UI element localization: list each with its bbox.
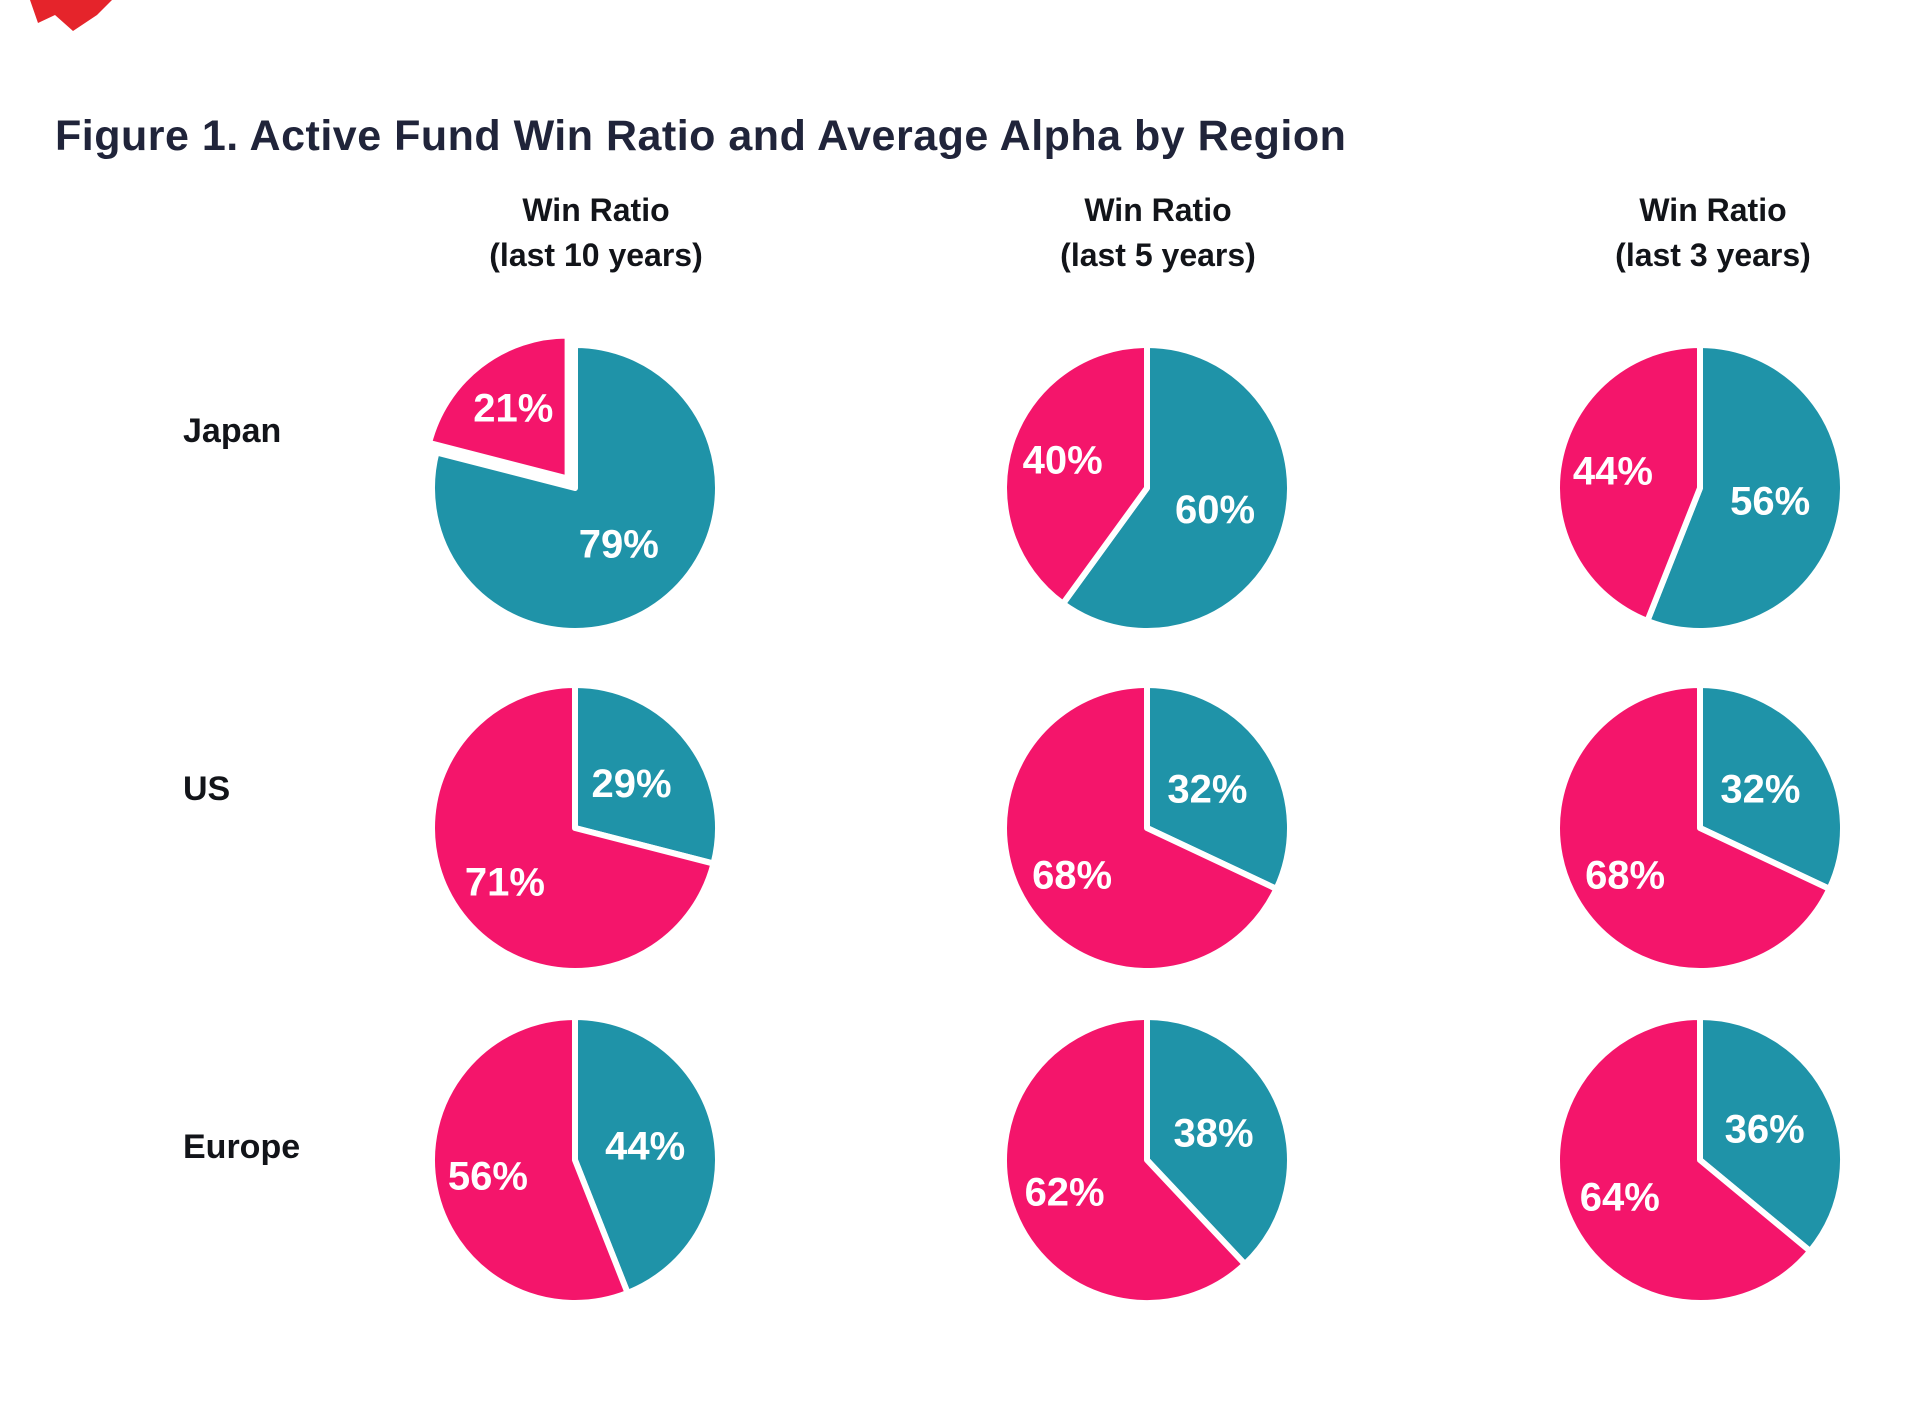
figure-title: Figure 1. Active Fund Win Ratio and Aver… — [55, 112, 1347, 160]
pie-slice-label-teal: 44% — [605, 1125, 685, 1169]
pie-slice-teal — [1697, 682, 1846, 892]
column-header-line1: Win Ratio — [522, 192, 670, 228]
pie-japan-win-ratio-last-3-years: 56% 44% — [1535, 323, 1865, 653]
row-label-japan: Japan — [183, 412, 282, 450]
pie-slice-label-pink: 56% — [448, 1155, 528, 1199]
column-header-line1: Win Ratio — [1084, 192, 1232, 228]
pie-slice-label-teal: 32% — [1167, 768, 1247, 812]
pie-slice-label-pink: 68% — [1032, 854, 1112, 898]
pie-slice-label-teal: 60% — [1175, 488, 1255, 532]
pie-europe-win-ratio-last-10-years: 44% 56% — [410, 995, 740, 1325]
column-header-line2: (last 3 years) — [1615, 237, 1811, 273]
pie-slice-label-pink: 21% — [473, 386, 553, 430]
pie-slice-pink — [1554, 342, 1703, 624]
pie-slice-label-pink: 71% — [465, 860, 545, 904]
pie-slice-pink — [429, 1014, 631, 1306]
pie-slice-label-teal: 29% — [591, 762, 671, 806]
red-corner-mark-shape — [30, 0, 112, 31]
pie-slice-label-teal: 38% — [1173, 1112, 1253, 1156]
pie-slice-pink — [429, 682, 717, 974]
pie-japan-win-ratio-last-10-years: 79% 21% — [410, 323, 740, 653]
pie-slice-pink — [1554, 1014, 1814, 1306]
column-header-3-years: Win Ratio (last 3 years) — [1503, 188, 1920, 278]
pie-slice-label-pink: 64% — [1580, 1176, 1660, 1220]
pie-slice-teal — [1144, 682, 1293, 892]
pie-slice-label-pink: 40% — [1023, 439, 1103, 483]
pie-us-win-ratio-last-3-years: 32% 68% — [1535, 663, 1865, 993]
column-header-line1: Win Ratio — [1639, 192, 1787, 228]
red-corner-mark — [30, 0, 112, 31]
pie-japan-win-ratio-last-5-years: 60% 40% — [982, 323, 1312, 653]
column-header-10-years: Win Ratio (last 10 years) — [386, 188, 806, 278]
pie-europe-win-ratio-last-3-years: 36% 64% — [1535, 995, 1865, 1325]
pie-slice-label-teal: 32% — [1720, 768, 1800, 812]
pie-slice-teal — [1644, 342, 1846, 634]
column-header-line2: (last 10 years) — [489, 237, 703, 273]
pie-slice-pink — [1001, 342, 1150, 607]
pie-us-win-ratio-last-10-years: 29% 71% — [410, 663, 740, 993]
column-header-5-years: Win Ratio (last 5 years) — [948, 188, 1368, 278]
pie-slice-teal — [1059, 342, 1293, 634]
column-header-line2: (last 5 years) — [1060, 237, 1256, 273]
pie-slice-label-teal: 56% — [1730, 479, 1810, 523]
pie-slice-label-pink: 62% — [1025, 1171, 1105, 1215]
pie-europe-win-ratio-last-5-years: 38% 62% — [982, 995, 1312, 1325]
row-label-europe: Europe — [183, 1128, 301, 1166]
pie-slice-label-pink: 68% — [1585, 854, 1665, 898]
pie-slice-teal — [429, 342, 721, 634]
pie-slice-label-pink: 44% — [1573, 449, 1653, 493]
pie-slice-pink — [1554, 682, 1833, 974]
row-label-us: US — [183, 770, 231, 808]
pie-slice-pink — [1001, 1014, 1248, 1306]
pie-slice-pink — [426, 332, 571, 482]
pie-slice-teal — [1697, 1014, 1846, 1255]
pie-slice-teal — [572, 682, 721, 867]
pie-slice-label-teal: 79% — [579, 523, 659, 567]
pie-slice-label-teal: 36% — [1725, 1108, 1805, 1152]
pie-us-win-ratio-last-5-years: 32% 68% — [982, 663, 1312, 993]
pie-slice-pink — [1001, 682, 1280, 974]
pie-slice-teal — [572, 1014, 721, 1296]
pie-slice-teal — [1144, 1014, 1293, 1268]
